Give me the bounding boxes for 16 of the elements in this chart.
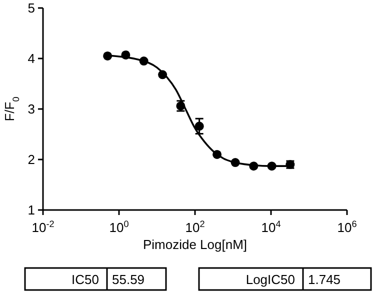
x-tick-label: 10$^{0}$	[109, 219, 129, 235]
x-tick-label: 10$^{6}$	[337, 219, 357, 235]
y-tick-label: 5	[28, 0, 35, 16]
x-tick-label: 10$^{2}$	[185, 219, 205, 235]
x-tick-label: 10$^{4}$	[261, 219, 281, 235]
y-tick-label: 2	[28, 152, 35, 167]
y-tick-label: 1	[28, 202, 35, 218]
text: LogIC50	[246, 272, 295, 287]
y-tick-label: 4	[28, 51, 35, 66]
point	[194, 122, 204, 131]
text: IC50	[72, 272, 99, 287]
y-tick-label: 3	[28, 102, 35, 116]
x-tick-label: 10$^{-2}$	[32, 219, 54, 235]
text: 1.745	[308, 272, 341, 287]
text: 55.59	[112, 272, 145, 287]
x-axis-title: Pimozide Log[nM]	[142, 237, 248, 252]
